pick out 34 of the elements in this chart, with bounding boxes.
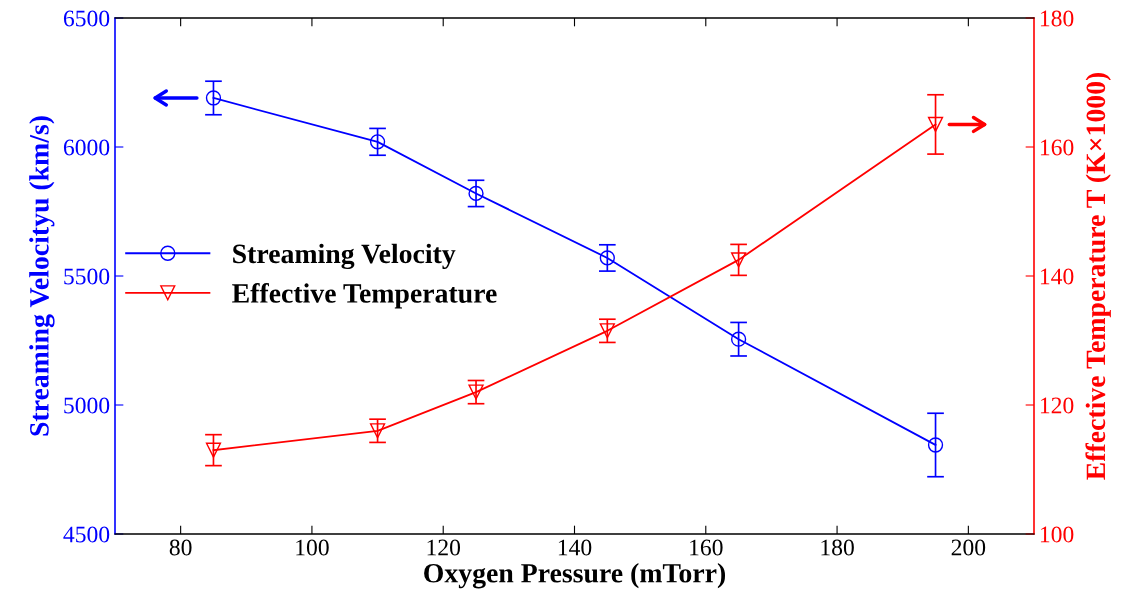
- point: [927, 116, 944, 133]
- y-tick-label: 5500: [64, 268, 110, 285]
- x-tick-label: 100: [296, 539, 329, 556]
- point: [205, 90, 222, 106]
- y-tick-label: 6000: [63, 139, 110, 156]
- y-axis-title: Streaming Velocityu (km/s): [29, 116, 55, 436]
- x-tick-label: 80: [169, 539, 192, 556]
- y2-tick-label: 160: [1040, 139, 1074, 156]
- y2-tick-label: 100: [1040, 526, 1074, 543]
- y2-tick-label: 140: [1040, 268, 1074, 285]
- y2-axis-title: Effective Temperature T (K×1000): [1085, 72, 1111, 480]
- point: [369, 134, 386, 150]
- point: [730, 331, 747, 347]
- legend-label: Streaming Velocity: [233, 243, 456, 270]
- x-tick-label: 160: [690, 539, 723, 556]
- point: [369, 423, 386, 439]
- point: [205, 442, 222, 458]
- point: [599, 250, 615, 266]
- x-tick-label: 180: [821, 539, 854, 556]
- y-tick-label: 5000: [64, 397, 110, 414]
- point: [730, 252, 747, 268]
- y-tick-label: 6500: [63, 10, 110, 27]
- point: [468, 384, 484, 400]
- x-axis-title: Oxygen Pressure (mTorr): [424, 563, 726, 589]
- point: [927, 437, 944, 453]
- x-tick-label: 120: [427, 539, 461, 556]
- y2-tick-label: 180: [1040, 10, 1074, 27]
- y2-tick-label: 120: [1040, 397, 1074, 414]
- x-tick-label: 140: [558, 539, 592, 556]
- x-tick-label: 200: [951, 539, 986, 556]
- point: [468, 185, 484, 202]
- legend-label: Effective Temperature: [232, 283, 497, 309]
- y-tick-label: 4500: [63, 526, 110, 543]
- point: [599, 323, 615, 339]
